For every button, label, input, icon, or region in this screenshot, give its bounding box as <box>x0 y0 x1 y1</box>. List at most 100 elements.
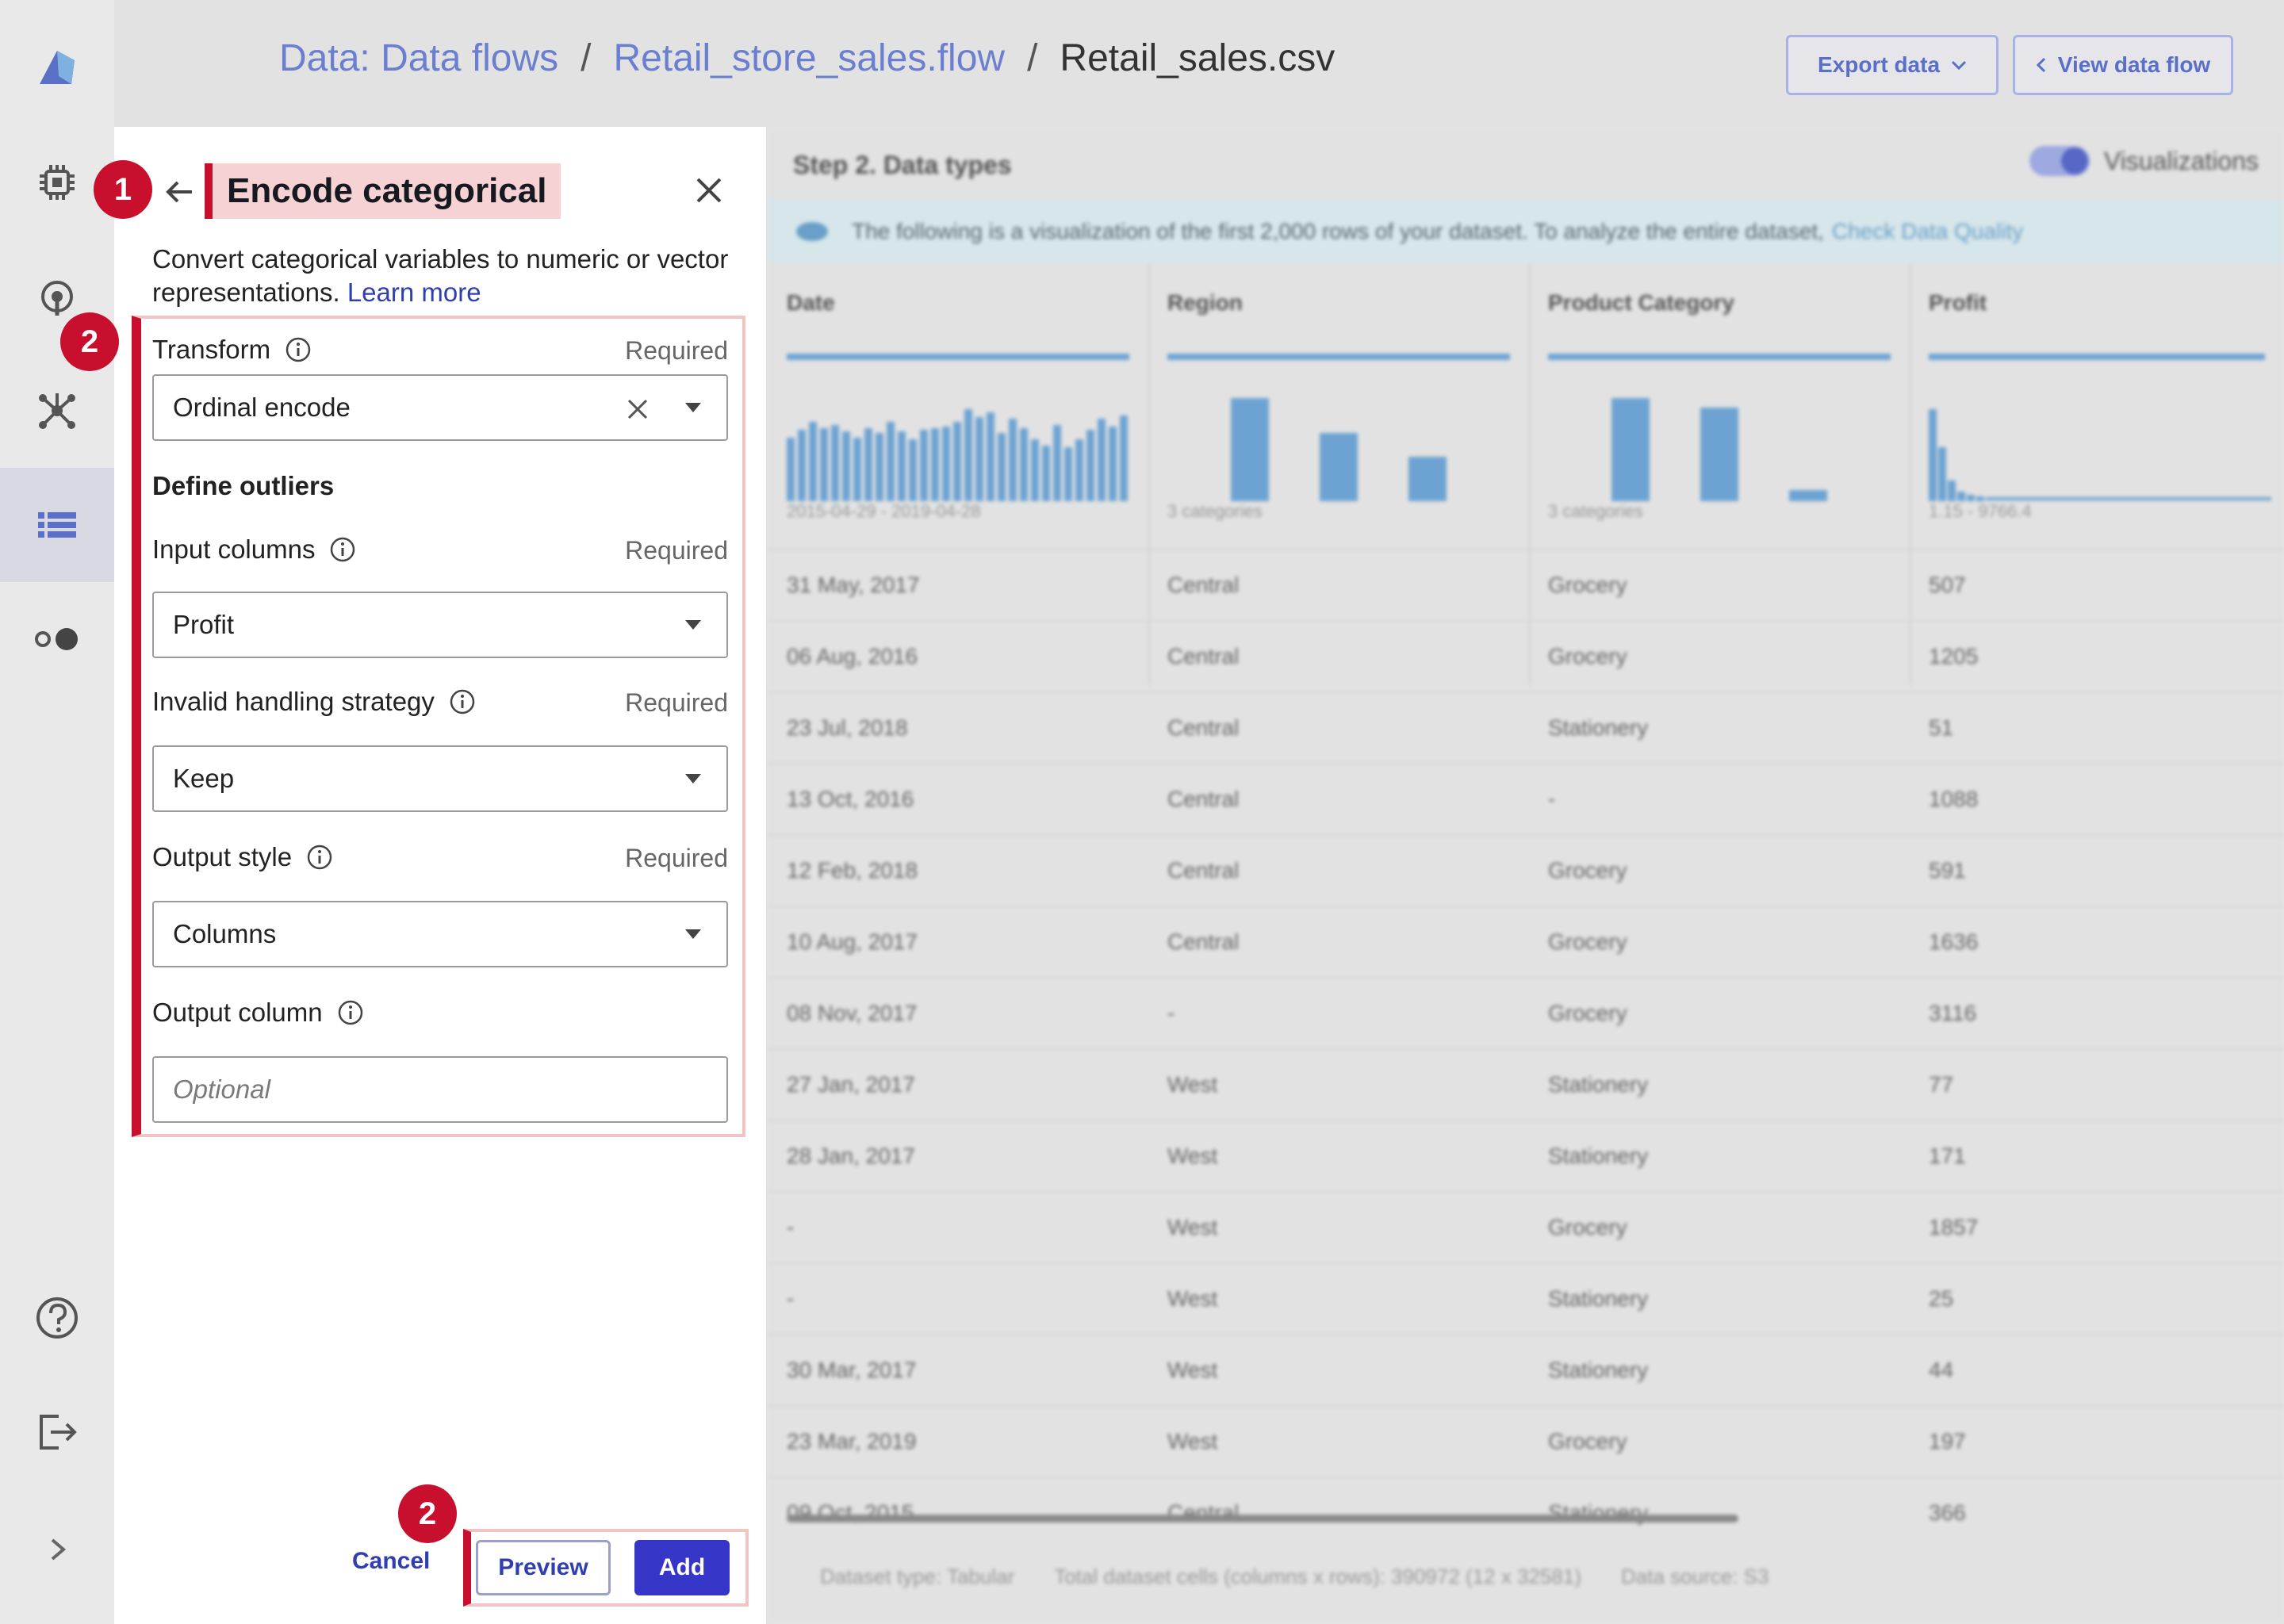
toggle-icon[interactable] <box>29 611 86 668</box>
completeness-bar <box>1548 354 1891 360</box>
table-cell: 171 <box>1929 1143 1966 1168</box>
column-range: 2015-04-29 - 2019-04-28 <box>787 501 981 521</box>
breadcrumb-current: Retail_sales.csv <box>1060 37 1336 79</box>
app-logo-icon[interactable] <box>29 38 86 95</box>
table-cell: 1857 <box>1929 1215 1979 1239</box>
table-cell: Grocery <box>1548 644 1627 668</box>
table-cell: 1205 <box>1929 644 1979 668</box>
table-cell: 25 <box>1929 1286 1954 1311</box>
banner-text: The following is a visualization of the … <box>852 219 1824 243</box>
column-product-category[interactable]: Product Category 3 categories <box>1529 263 1911 685</box>
transform-label-text: Transform <box>152 335 271 364</box>
table-cell: Central <box>1167 858 1240 883</box>
info-icon[interactable] <box>449 688 476 715</box>
table-cell: Grocery <box>1548 858 1627 883</box>
output-column-input[interactable]: Optional <box>152 1056 728 1123</box>
output-column-label: Output column <box>152 998 364 1028</box>
info-icon[interactable] <box>329 536 356 563</box>
table-cell: Stationery <box>1548 1286 1649 1311</box>
table-cell: Grocery <box>1548 1001 1627 1025</box>
deploy-icon[interactable] <box>29 268 86 325</box>
dataset-type: Dataset type: Tabular <box>820 1564 1015 1588</box>
column-date[interactable]: Date 2015-04-29 - 2019-04-28 <box>768 263 1150 685</box>
table-cell: 08 Nov, 2017 <box>787 1001 918 1025</box>
output-style-select[interactable]: Columns <box>152 901 728 967</box>
table-cell: 77 <box>1929 1072 1954 1097</box>
learn-more-link[interactable]: Learn more <box>347 278 481 307</box>
annotation-highlight-form <box>132 316 745 1137</box>
help-icon[interactable] <box>29 1289 86 1346</box>
list-icon[interactable] <box>0 468 114 582</box>
table-cell: 27 Jan, 2017 <box>787 1072 915 1097</box>
table-cell: 23 Mar, 2019 <box>787 1429 917 1454</box>
chip-icon[interactable] <box>29 154 86 211</box>
column-profit[interactable]: Profit 1.15 - 9766.4 <box>1910 263 2284 685</box>
output-style-label: Output style <box>152 842 333 872</box>
table-cell: West <box>1167 1286 1218 1311</box>
info-icon[interactable] <box>285 336 312 363</box>
toggle-switch[interactable] <box>2029 146 2090 176</box>
add-button[interactable]: Add <box>634 1540 730 1595</box>
table-cell: West <box>1167 1143 1218 1168</box>
table-cell: 366 <box>1929 1500 1966 1525</box>
caret-down-icon <box>685 620 701 630</box>
table-cell: West <box>1167 1358 1218 1382</box>
breadcrumb-flow[interactable]: Retail_store_sales.flow <box>613 37 1006 79</box>
table-cell: 591 <box>1929 858 1966 883</box>
completeness-bar <box>1929 354 2265 360</box>
completeness-bar <box>787 354 1129 360</box>
info-icon[interactable] <box>337 999 364 1026</box>
table-cell: - <box>1548 787 1556 811</box>
table-cell: Central <box>1167 573 1240 597</box>
sign-out-icon[interactable] <box>29 1404 86 1461</box>
clear-icon[interactable] <box>625 396 650 422</box>
table-cell: West <box>1167 1072 1218 1097</box>
expand-icon[interactable] <box>29 1521 86 1578</box>
horizontal-scrollbar[interactable] <box>787 1515 1738 1522</box>
profit-histogram <box>1929 409 2271 501</box>
export-data-button[interactable]: Export data <box>1786 35 1998 95</box>
table-cell: - <box>1167 1001 1175 1025</box>
export-data-label: Export data <box>1817 52 1941 77</box>
cancel-button[interactable]: Cancel <box>352 1548 431 1574</box>
back-arrow-icon[interactable] <box>160 173 198 211</box>
check-data-quality-link[interactable]: Check Data Quality <box>1831 219 2024 243</box>
invalid-handling-label: Invalid handling strategy <box>152 687 476 717</box>
table-row: 10 Aug, 2017 Central Grocery 1636 <box>768 906 2284 977</box>
invalid-handling-select[interactable]: Keep <box>152 745 728 812</box>
view-data-flow-button[interactable]: View data flow <box>2013 35 2233 95</box>
table-cell: 507 <box>1929 573 1966 597</box>
info-icon[interactable] <box>306 844 333 871</box>
dataset-footer: Dataset type: Tabular Total dataset cell… <box>768 1529 2284 1624</box>
column-range: 3 categories <box>1167 501 1263 521</box>
top-bar: Data: Data flows / Retail_store_sales.fl… <box>114 0 2284 127</box>
table-row: 08 Nov, 2017 - Grocery 3116 <box>768 977 2284 1048</box>
input-columns-select[interactable]: Profit <box>152 592 728 658</box>
breadcrumb-data-flows[interactable]: Data: Data flows <box>279 37 559 79</box>
step-title: Step 2. Data types <box>793 151 1012 179</box>
table-row: 23 Jul, 2018 Central Stationery 51 <box>768 691 2284 763</box>
completeness-bar <box>1167 354 1510 360</box>
panel-title: Encode categorical <box>205 163 561 219</box>
caret-down-icon <box>685 929 701 939</box>
visualizations-toggle[interactable]: Visualizations <box>2029 146 2259 176</box>
transform-select[interactable]: Ordinal encode <box>152 374 728 441</box>
invalid-handling-required: Required <box>625 688 728 717</box>
close-icon[interactable] <box>690 171 728 209</box>
table-cell: 51 <box>1929 715 1954 740</box>
preview-button[interactable]: Preview <box>476 1540 611 1595</box>
table-cell: Grocery <box>1548 573 1627 597</box>
table-cell: Stationery <box>1548 1072 1649 1097</box>
table-cell: 28 Jan, 2017 <box>787 1143 915 1168</box>
table-cell: Stationery <box>1548 715 1649 740</box>
table-cell: 1636 <box>1929 929 1979 954</box>
table-cell: Central <box>1167 644 1240 668</box>
column-region[interactable]: Region 3 categories <box>1148 263 1531 685</box>
table-cell: 3116 <box>1929 1001 1977 1025</box>
annotation-badge-1: 1 <box>94 160 152 219</box>
table-row: 23 Mar, 2019 West Grocery 197 <box>768 1405 2284 1477</box>
encode-categorical-panel: Encode categorical Convert categorical v… <box>114 127 766 1624</box>
network-icon[interactable] <box>29 382 86 439</box>
caret-down-icon <box>685 774 701 783</box>
view-data-flow-label: View data flow <box>2057 52 2211 77</box>
